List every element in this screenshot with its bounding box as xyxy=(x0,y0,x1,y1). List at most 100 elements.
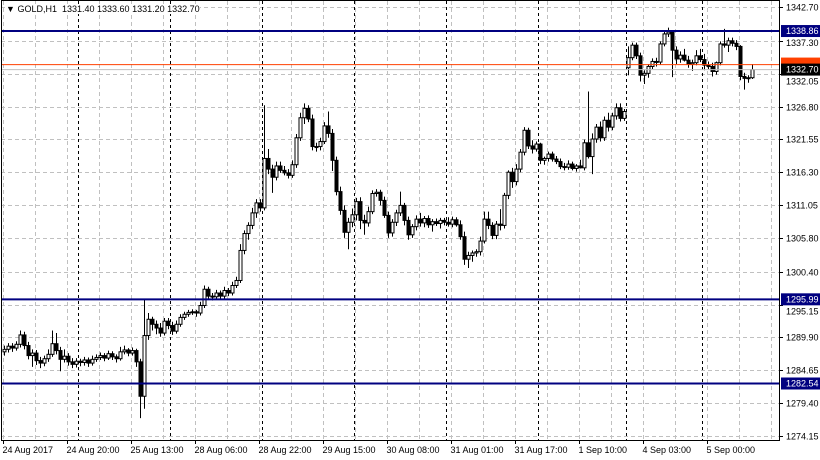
bull-candle-body xyxy=(42,358,47,364)
bear-candle-body xyxy=(226,289,231,294)
candle xyxy=(226,287,231,297)
candle xyxy=(186,309,191,317)
bull-candle-body xyxy=(414,218,419,228)
bull-candle-body xyxy=(602,119,607,139)
candle xyxy=(750,63,755,79)
candle xyxy=(314,142,319,152)
candle xyxy=(390,219,395,237)
candle xyxy=(654,57,659,67)
bear-candle-body xyxy=(326,125,331,134)
bull-candle-body xyxy=(610,115,615,128)
candle xyxy=(58,346,63,372)
candle xyxy=(118,346,123,361)
candle xyxy=(642,70,647,84)
candle xyxy=(230,281,235,296)
bear-candle-body xyxy=(166,320,171,327)
candle xyxy=(586,91,591,159)
symbol-label: GOLD,H1 xyxy=(17,4,57,14)
candle xyxy=(206,286,211,300)
candle xyxy=(590,133,595,175)
bear-candle-body xyxy=(570,163,575,169)
horizontal-line-price-box xyxy=(781,293,820,306)
y-tick-label: 1332.05 xyxy=(786,77,819,87)
candle xyxy=(442,217,447,226)
horizontal-line-price-box xyxy=(781,377,820,390)
candle xyxy=(734,40,739,51)
bear-candle-body xyxy=(490,224,495,236)
bear-candle-body xyxy=(706,64,711,67)
bear-candle-body xyxy=(710,65,715,72)
bear-candle-body xyxy=(150,318,155,325)
y-tick-label: 1300.40 xyxy=(786,268,819,278)
bull-candle-body xyxy=(450,219,455,225)
bull-candle-body xyxy=(430,221,435,226)
bull-candle-body xyxy=(250,212,255,226)
candle xyxy=(170,321,175,335)
y-tick-label: 1305.80 xyxy=(786,234,819,244)
candle xyxy=(246,222,251,240)
candle xyxy=(126,348,131,357)
bear-candle-body xyxy=(338,191,343,211)
candle xyxy=(542,156,547,165)
candle xyxy=(194,309,199,317)
candle xyxy=(366,206,371,227)
bear-candle-body xyxy=(730,40,735,44)
bear-candle-body xyxy=(638,55,643,76)
y-tick-label: 1274.15 xyxy=(786,432,819,442)
bear-candle-body xyxy=(554,158,559,163)
bull-candle-body xyxy=(726,40,731,46)
candle xyxy=(6,343,11,353)
bull-candle-body xyxy=(390,221,395,234)
bear-candle-body xyxy=(358,201,363,221)
candle xyxy=(294,134,299,168)
bear-candle-body xyxy=(210,295,215,298)
bull-candle-body xyxy=(106,353,111,359)
bid-price-label: 1332.70 xyxy=(786,65,819,75)
candle xyxy=(506,170,511,200)
bull-candle-body xyxy=(622,111,627,119)
bear-candle-body xyxy=(654,60,659,63)
bear-candle-body xyxy=(170,325,175,332)
bull-candle-body xyxy=(298,117,303,139)
bull-candle-body xyxy=(2,348,7,353)
candle xyxy=(614,103,619,120)
bull-candle-body xyxy=(94,356,99,360)
bear-candle-body xyxy=(126,349,131,354)
candle xyxy=(346,217,351,250)
bear-candle-body xyxy=(442,219,447,223)
candle xyxy=(454,217,459,227)
candle xyxy=(326,111,331,138)
bull-candle-body xyxy=(542,157,547,161)
candle xyxy=(402,202,407,226)
candle xyxy=(678,51,683,63)
bull-candle-body xyxy=(694,55,699,64)
candle xyxy=(282,165,287,176)
bear-candle-body xyxy=(454,219,459,226)
candle xyxy=(38,356,43,369)
bull-candle-body xyxy=(474,251,479,254)
close-value: 1332.70 xyxy=(167,4,200,14)
candle xyxy=(158,323,163,337)
bear-candle-body xyxy=(362,219,367,224)
bear-candle-body xyxy=(282,169,287,174)
bear-candle-body xyxy=(258,202,263,209)
bear-candle-body xyxy=(334,159,339,193)
candle xyxy=(514,164,519,186)
horizontal-line-price-label: 1282.54 xyxy=(786,378,819,388)
bear-candle-body xyxy=(458,224,463,238)
candle xyxy=(618,103,623,122)
bull-candle-body xyxy=(566,163,571,168)
bull-candle-body xyxy=(322,125,327,143)
triangle-down-icon[interactable]: ▼ xyxy=(6,4,15,14)
candle xyxy=(270,164,275,193)
candle xyxy=(718,41,723,66)
candle xyxy=(466,251,471,268)
chart-header: ▼ GOLD,H1 1331.40 1333.60 1331.20 1332.7… xyxy=(6,4,200,14)
bull-candle-body xyxy=(142,335,147,397)
bear-candle-body xyxy=(38,360,43,364)
candle xyxy=(278,161,283,173)
bull-candle-body xyxy=(186,311,191,315)
candle xyxy=(134,348,139,367)
candle xyxy=(262,105,267,211)
